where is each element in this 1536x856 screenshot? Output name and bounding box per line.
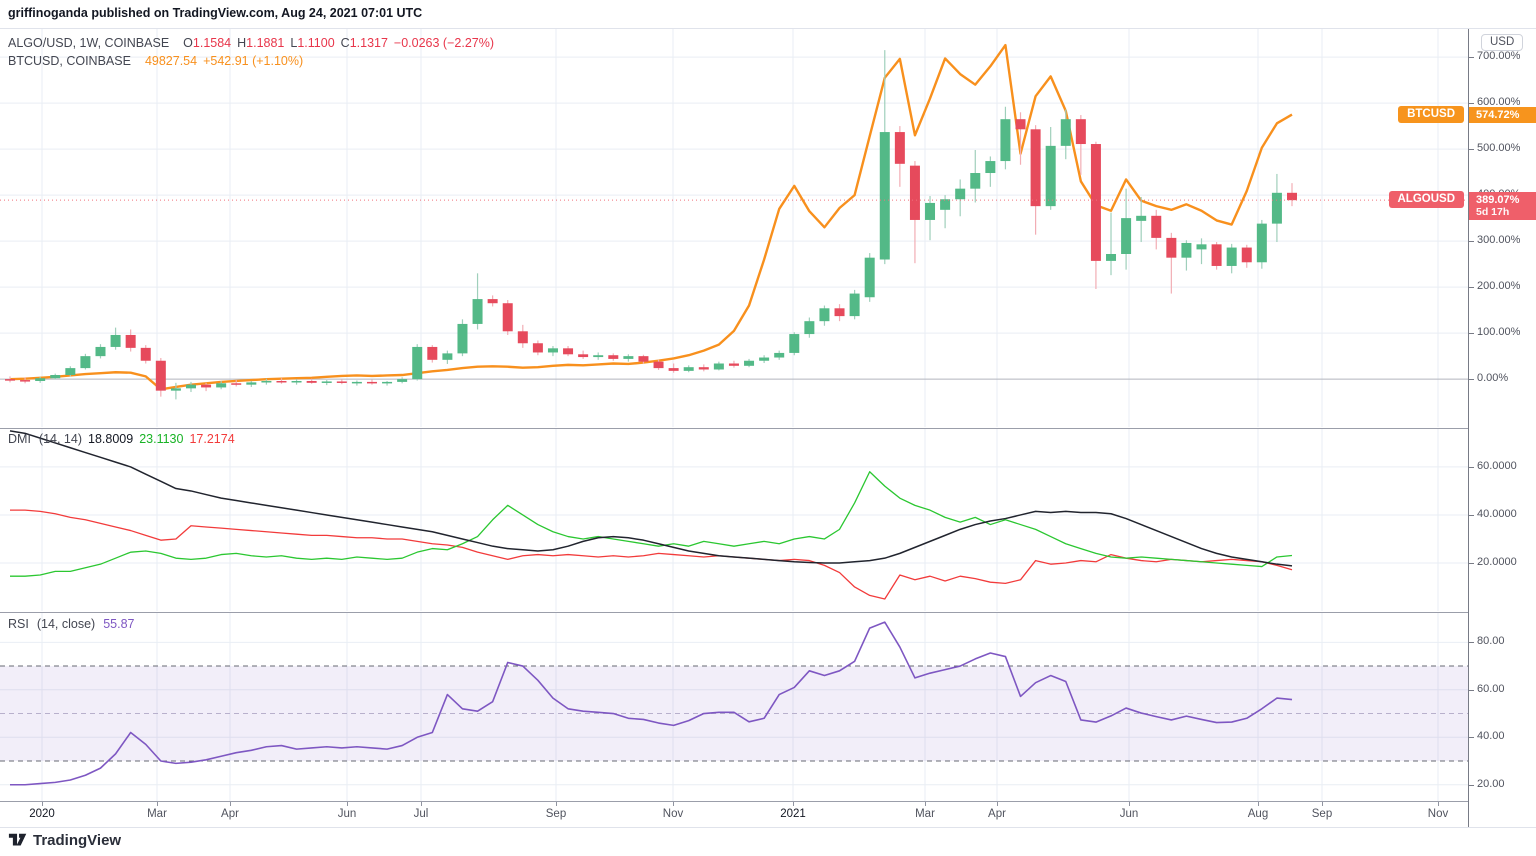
axis-tick-label: 60.00 bbox=[1469, 682, 1505, 695]
dmi-indicator-pane[interactable] bbox=[0, 429, 1468, 611]
ohlc-key: L bbox=[290, 36, 298, 50]
axis-tick-label: 40.0000 bbox=[1469, 507, 1517, 520]
time-axis-tick bbox=[230, 802, 231, 806]
time-axis-tick bbox=[1322, 802, 1323, 806]
ohlc-value: 1.1881 bbox=[246, 36, 285, 50]
time-axis-label: Sep bbox=[545, 808, 567, 820]
axis-tick-label: 300.00% bbox=[1468, 234, 1521, 247]
ohlc-key: H bbox=[237, 36, 247, 50]
axis-tick-label: 100.00% bbox=[1468, 326, 1521, 339]
pane-separator[interactable] bbox=[0, 612, 1536, 613]
time-axis-label: Sep bbox=[1311, 808, 1333, 820]
tradingview-logo-icon bbox=[8, 833, 27, 846]
time-axis-label: Jul bbox=[413, 808, 429, 820]
btc-price-label: BTCUSD bbox=[1398, 105, 1464, 123]
time-axis-tick bbox=[793, 802, 794, 806]
chart-frame: ALGO/USD, 1W, COINBASE O1.1584 H1.1881 L1.1… bbox=[0, 28, 1536, 828]
time-axis-label: Mar bbox=[915, 808, 935, 820]
main-symbol-legend: ALGO/USD, 1W, COINBASE O1.1584 H1.1881 L1.1… bbox=[8, 34, 494, 70]
axis-tick-label: 500.00% bbox=[1468, 142, 1521, 155]
ohlc-values: O1.1584 H1.1881 L1.1100 C1.1317 bbox=[177, 36, 388, 50]
time-axis-tick bbox=[997, 802, 998, 806]
axis-tick-label: 0.00% bbox=[1468, 372, 1509, 385]
dmi-adx-value: 18.8009 bbox=[88, 432, 134, 446]
axis-tick-label: 700.00% bbox=[1468, 50, 1521, 63]
rsi-legend: RSI (14, close) 55.87 bbox=[8, 617, 134, 631]
time-axis-separator bbox=[0, 801, 1536, 802]
time-axis-label: Apr bbox=[221, 808, 239, 820]
time-axis-tick bbox=[157, 802, 158, 806]
time-axis-label: 2020 bbox=[29, 808, 55, 820]
rsi-indicator-pane[interactable] bbox=[0, 613, 1468, 801]
price-axis[interactable]: USD 700.00%600.00%500.00%400.00%300.00%2… bbox=[1468, 29, 1536, 827]
ohlc-value: 1.1584 bbox=[192, 36, 232, 50]
dmi-name: DMI bbox=[8, 432, 31, 446]
pane-separator[interactable] bbox=[0, 428, 1536, 429]
time-axis-label: Aug bbox=[1247, 808, 1269, 820]
time-axis-tick bbox=[925, 802, 926, 806]
ohlc-key: C bbox=[340, 36, 350, 50]
publish-info: griffinoganda published on TradingView.c… bbox=[8, 6, 423, 20]
time-axis-label: Jun bbox=[337, 808, 357, 820]
btc-price-value: 574.72% bbox=[1469, 106, 1536, 123]
time-axis-label: Jun bbox=[1119, 808, 1139, 820]
time-axis-label: Nov bbox=[662, 808, 684, 820]
axis-tick-label: 20.00 bbox=[1469, 777, 1505, 790]
currency-toggle-button[interactable]: USD bbox=[1481, 34, 1524, 51]
axis-tick-label: 60.0000 bbox=[1469, 459, 1517, 472]
time-axis-label: Nov bbox=[1427, 808, 1449, 820]
axis-tick-label: 80.00 bbox=[1469, 635, 1505, 648]
ohlc-value: 1.1100 bbox=[297, 36, 335, 50]
symbol-title: ALGO/USD, 1W, COINBASE bbox=[8, 36, 170, 50]
ohlc-value: 1.1317 bbox=[349, 36, 388, 50]
time-axis-tick bbox=[42, 802, 43, 806]
dmi-minus-di-value: 17.2174 bbox=[189, 432, 235, 446]
time-axis-tick bbox=[347, 802, 348, 806]
time-axis[interactable]: 2020 Mar Apr Jun Jul Sep Nov 2021 Mar Apr Jun Aug Se… bbox=[0, 802, 1468, 827]
algo-price-label: ALGOUSD bbox=[1388, 191, 1464, 209]
rsi-name: RSI bbox=[8, 617, 29, 631]
time-axis-tick bbox=[1438, 802, 1439, 806]
dmi-legend: DMI (14, 14) 18.8009 23.1130 17.2174 bbox=[8, 432, 235, 446]
change-value: −0.0263 (−2.27%) bbox=[393, 36, 494, 50]
axis-tick-label: 20.0000 bbox=[1469, 555, 1517, 568]
time-axis-label: Mar bbox=[147, 808, 167, 820]
main-price-pane[interactable] bbox=[0, 29, 1468, 427]
time-axis-tick bbox=[673, 802, 674, 806]
time-axis-tick bbox=[421, 802, 422, 806]
btc-overlay-title: BTCUSD, COINBASE bbox=[8, 54, 131, 68]
time-axis-label: Apr bbox=[988, 808, 1006, 820]
btc-change: +542.91 (+1.10%) bbox=[203, 54, 304, 68]
algo-price-value: 389.07% 5d 17h bbox=[1469, 192, 1536, 221]
dmi-params: (14, 14) bbox=[38, 432, 83, 446]
rsi-value: 55.87 bbox=[103, 617, 135, 631]
footer: TradingView bbox=[8, 832, 121, 849]
time-axis-label: 2021 bbox=[780, 808, 806, 820]
time-axis-tick bbox=[1258, 802, 1259, 806]
axis-tick-label: 200.00% bbox=[1468, 280, 1521, 293]
axis-tick-label: 40.00 bbox=[1469, 730, 1505, 743]
dmi-plus-di-value: 23.1130 bbox=[139, 432, 184, 446]
rsi-params: (14, close) bbox=[36, 617, 96, 631]
brand-name: TradingView bbox=[33, 832, 122, 849]
time-axis-tick bbox=[556, 802, 557, 806]
ohlc-key: O bbox=[183, 36, 193, 50]
time-axis-tick bbox=[1129, 802, 1130, 806]
btc-last-price: 49827.54 bbox=[144, 54, 198, 68]
axis-tick-label: 600.00% bbox=[1468, 96, 1521, 109]
